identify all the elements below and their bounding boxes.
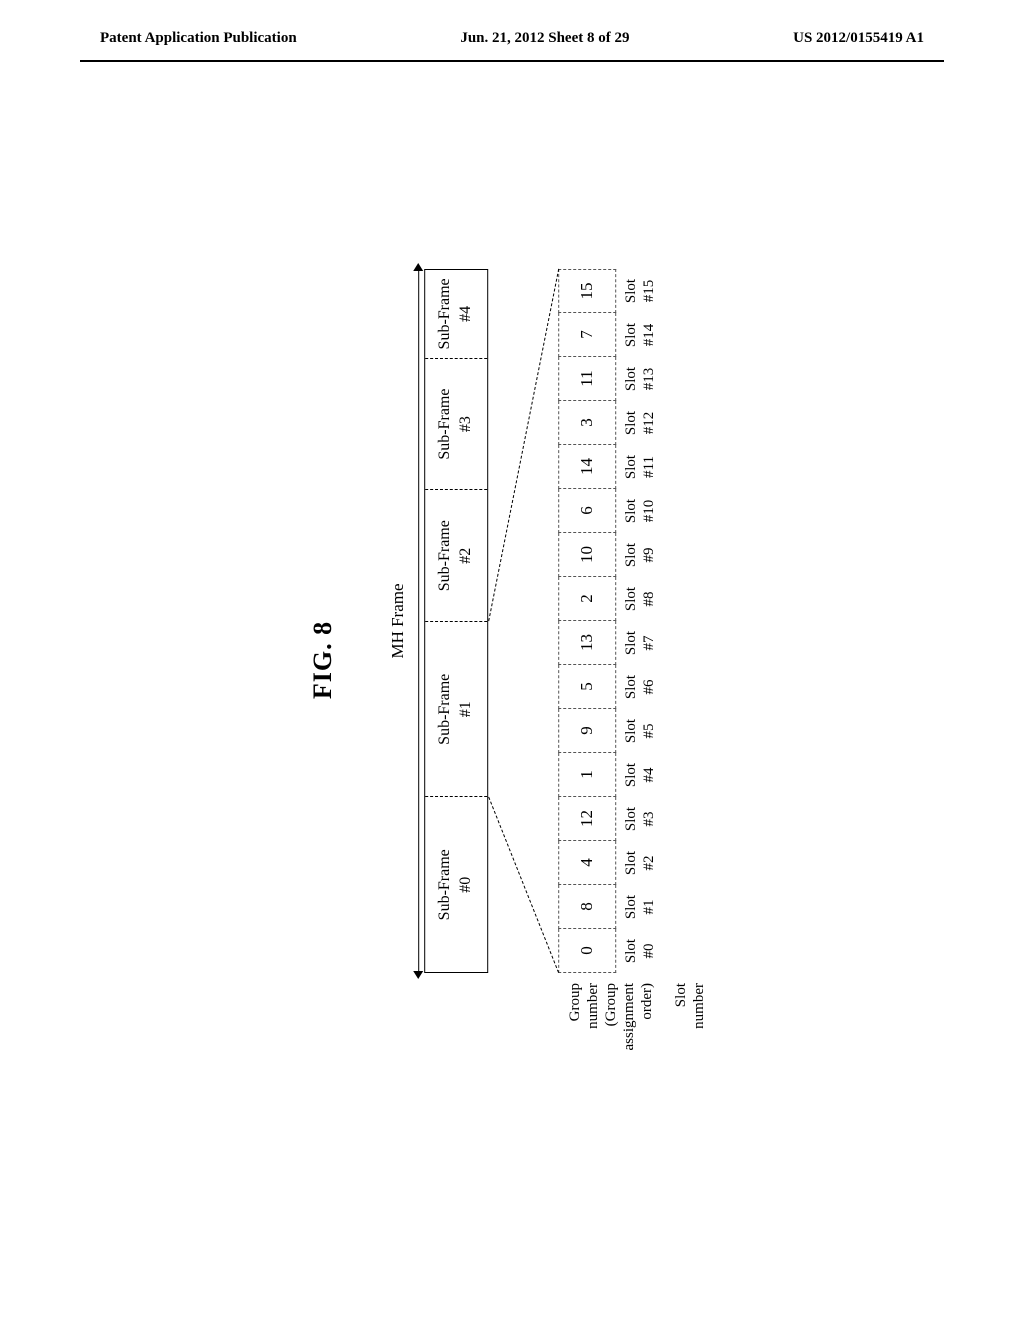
group-label-line: order) xyxy=(639,983,655,1020)
frame-wrap: MH Frame Sub-Frame#0Sub-Frame#1Sub-Frame… xyxy=(388,269,488,973)
slot-column: 13Slot#7 xyxy=(558,621,716,665)
slot-group-value: 1 xyxy=(558,753,616,797)
slot-column: 0Slot#0 xyxy=(558,929,716,973)
expansion-line xyxy=(488,269,559,621)
slot-number-label: Slot#12 xyxy=(616,401,658,445)
slot-section: Group number(Group assignmentorder) Slot… xyxy=(558,269,716,1051)
subframe-cell: Sub-Frame#4 xyxy=(425,270,487,358)
slot-group-value: 2 xyxy=(558,577,616,621)
slot-number-label: Slot#6 xyxy=(616,665,658,709)
frame-arrow-line xyxy=(414,269,422,973)
slot-number-label: Slot#1 xyxy=(616,885,658,929)
slot-column: 7Slot#14 xyxy=(558,313,716,357)
row-labels: Group number(Group assignmentorder) Slot… xyxy=(558,973,716,1051)
slot-number-label: Slot#3 xyxy=(616,797,658,841)
diagram-area: FIG. 8 MH Frame Sub-Frame#0Sub-Frame#1Su… xyxy=(308,269,716,1051)
header-left: Patent Application Publication xyxy=(100,30,297,47)
slot-group-value: 13 xyxy=(558,621,616,665)
group-label-line: Group number xyxy=(567,983,601,1029)
slot-column: 3Slot#12 xyxy=(558,401,716,445)
slot-number-label: Slot#15 xyxy=(616,269,658,313)
subframe-label-line: Sub-Frame xyxy=(436,389,453,460)
expansion-area xyxy=(488,269,558,973)
slot-column: 12Slot#3 xyxy=(558,797,716,841)
slot-column: 6Slot#10 xyxy=(558,489,716,533)
header-right: US 2012/0155419 A1 xyxy=(793,30,924,47)
slot-group-value: 5 xyxy=(558,665,616,709)
slot-number-label: Slot#11 xyxy=(616,445,658,489)
slot-number-label: Slot#7 xyxy=(616,621,658,665)
slot-number-label: Slot#8 xyxy=(616,577,658,621)
group-label-line: (Group assignment xyxy=(603,983,637,1051)
slot-number-label: Slot#0 xyxy=(616,929,658,973)
slot-group-value: 10 xyxy=(558,533,616,577)
slot-group-value: 15 xyxy=(558,269,616,313)
arrow-left-icon xyxy=(413,971,423,979)
subframe-cell: Sub-Frame#1 xyxy=(425,621,487,797)
slot-column: 15Slot#15 xyxy=(558,269,716,313)
slot-group-value: 7 xyxy=(558,313,616,357)
slot-column: 14Slot#11 xyxy=(558,445,716,489)
expansion-line xyxy=(488,797,559,973)
group-row-label: Group number(Group assignmentorder) xyxy=(558,983,664,1051)
slot-number-label: Slot#5 xyxy=(616,709,658,753)
slot-number-label: Slot#10 xyxy=(616,489,658,533)
slot-group-value: 14 xyxy=(558,445,616,489)
slot-number-label: Slot#9 xyxy=(616,533,658,577)
slot-group-value: 9 xyxy=(558,709,616,753)
slot-column: 10Slot#9 xyxy=(558,533,716,577)
subframe-row: Sub-Frame#0Sub-Frame#1Sub-Frame#2Sub-Fra… xyxy=(424,269,488,973)
slot-group-value: 6 xyxy=(558,489,616,533)
slot-group-value: 11 xyxy=(558,357,616,401)
slot-number-label: Slot#14 xyxy=(616,313,658,357)
mh-frame-label: MH Frame xyxy=(388,269,408,973)
slot-group-value: 12 xyxy=(558,797,616,841)
slot-column: 8Slot#1 xyxy=(558,885,716,929)
subframe-label-line: #2 xyxy=(457,548,474,564)
subframe-cell: Sub-Frame#2 xyxy=(425,489,487,621)
slot-row-label: Slot number xyxy=(664,983,716,1051)
slot-number-label: Slot#13 xyxy=(616,357,658,401)
subframe-label-line: Sub-Frame xyxy=(436,674,453,745)
page-header: Patent Application Publication Jun. 21, … xyxy=(0,0,1024,57)
slot-column: 9Slot#5 xyxy=(558,709,716,753)
subframe-label-line: #0 xyxy=(457,877,474,893)
slot-number-label: Slot#2 xyxy=(616,841,658,885)
subframe-label-line: Sub-Frame xyxy=(436,278,453,349)
subframe-cell: Sub-Frame#0 xyxy=(425,797,487,973)
subframe-label-line: #1 xyxy=(457,701,474,717)
slot-group-value: 4 xyxy=(558,841,616,885)
slot-column: 2Slot#8 xyxy=(558,577,716,621)
slot-column: 1Slot#4 xyxy=(558,753,716,797)
slot-column: 5Slot#6 xyxy=(558,665,716,709)
slot-group-value: 0 xyxy=(558,929,616,973)
figure-title: FIG. 8 xyxy=(308,269,338,1051)
slot-column: 4Slot#2 xyxy=(558,841,716,885)
subframe-label-line: Sub-Frame xyxy=(436,849,453,920)
slot-number-label: Slot#4 xyxy=(616,753,658,797)
header-underline xyxy=(80,60,944,62)
subframe-cell: Sub-Frame#3 xyxy=(425,358,487,490)
slot-group-value: 3 xyxy=(558,401,616,445)
slot-group-value: 8 xyxy=(558,885,616,929)
slot-columns: 0Slot#08Slot#14Slot#212Slot#31Slot#49Slo… xyxy=(558,269,716,973)
subframe-label-line: #3 xyxy=(457,416,474,432)
subframe-label-line: Sub-Frame xyxy=(436,520,453,591)
arrow-right-icon xyxy=(413,263,423,271)
header-center: Jun. 21, 2012 Sheet 8 of 29 xyxy=(460,30,629,47)
slot-column: 11Slot#13 xyxy=(558,357,716,401)
subframe-label-line: #4 xyxy=(457,306,474,322)
